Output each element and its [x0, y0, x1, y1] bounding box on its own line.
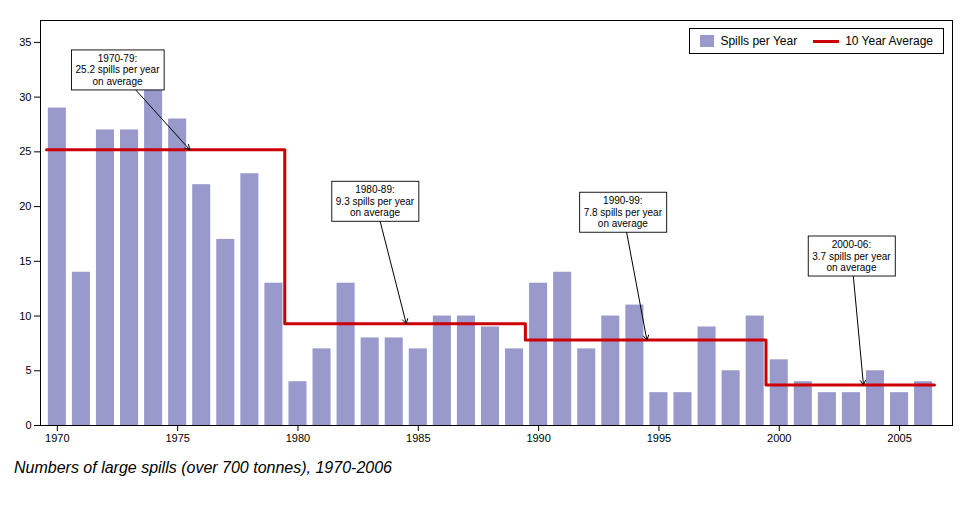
html-text:Spills per Year: Spills per Year	[720, 34, 798, 48]
html-text:10 Year Average: 10 Year Average	[845, 34, 933, 48]
svg-text:1990-99:7.8 spills per yearon: 1990-99:7.8 spills per yearon average	[584, 195, 663, 229]
svg-text:30: 30	[19, 91, 31, 103]
svg-text:1980: 1980	[286, 432, 310, 444]
svg-text:1980-89:9.3 spills per yearon: 1980-89:9.3 spills per yearon average	[336, 184, 415, 218]
svg-text:1970: 1970	[45, 432, 69, 444]
svg-text:35: 35	[19, 36, 31, 48]
svg-text:2005: 2005	[887, 432, 911, 444]
svg-text:25: 25	[19, 145, 31, 157]
svg-text:1975: 1975	[165, 432, 189, 444]
svg-text:1985: 1985	[406, 432, 430, 444]
svg-text:10: 10	[19, 310, 31, 322]
svg-text:1990: 1990	[526, 432, 550, 444]
svg-text:2000-06:3.7 spills per yearon: 2000-06:3.7 spills per yearon average	[812, 239, 891, 273]
svg-text:1995: 1995	[647, 432, 671, 444]
svg-text:15: 15	[19, 255, 31, 267]
html-text:Numbers of large spills (over: Numbers of large spills (over 700 tonnes…	[14, 459, 392, 476]
svg-text:20: 20	[19, 200, 31, 212]
svg-text:1970-79:25.2 spills per yearon: 1970-79:25.2 spills per yearon average	[76, 53, 161, 87]
svg-text:0: 0	[25, 419, 31, 431]
svg-text:2000: 2000	[767, 432, 791, 444]
svg-text:5: 5	[25, 364, 31, 376]
